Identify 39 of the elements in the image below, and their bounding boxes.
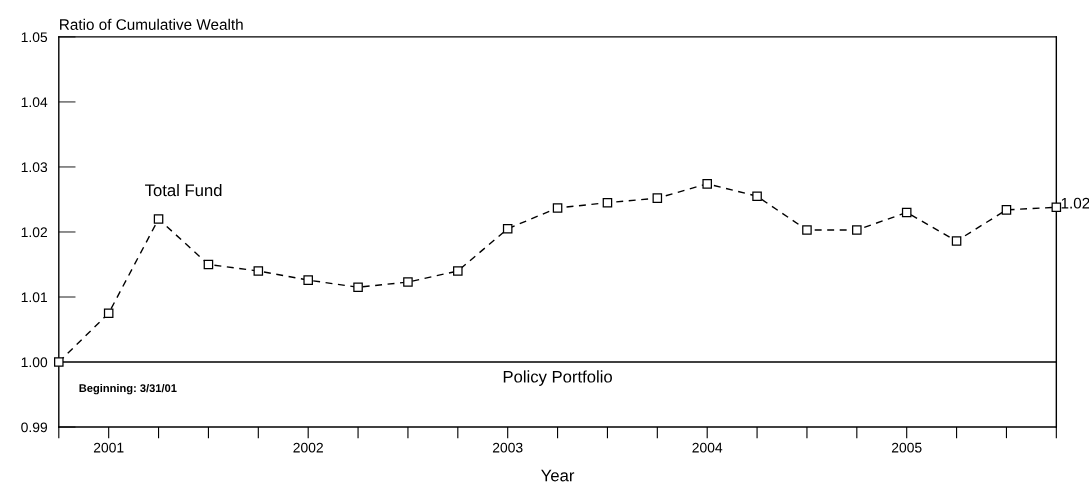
- y-tick-label: 1.04: [21, 97, 48, 108]
- y-tick-label: 1.01: [21, 292, 48, 303]
- point: [103, 308, 114, 319]
- point: [852, 225, 862, 235]
- point: [752, 191, 762, 202]
- point: [502, 223, 513, 234]
- point: [802, 225, 812, 235]
- point: [1051, 202, 1062, 213]
- point: [403, 277, 413, 287]
- point: [153, 214, 164, 224]
- point: [253, 266, 264, 276]
- point: [951, 236, 962, 246]
- x-tick-label: 2005: [891, 442, 922, 453]
- annotation: Beginning: 3/31/01: [79, 383, 177, 395]
- point: [702, 179, 712, 189]
- y-tick-label: 0.99: [21, 422, 48, 433]
- point: [203, 259, 214, 270]
- x-tick-label: 2004: [692, 442, 723, 453]
- y-axis-title: Ratio of Cumulative Wealth: [60, 18, 243, 30]
- x-tick-label: 2003: [492, 442, 523, 453]
- series-label: Total Fund: [145, 183, 222, 197]
- annotation: 1.02: [1061, 197, 1089, 209]
- point: [453, 266, 463, 276]
- y-tick-label: 1.05: [21, 32, 48, 43]
- point: [602, 197, 613, 208]
- point: [901, 207, 912, 218]
- y-tick-label: 1.03: [21, 162, 48, 173]
- x-tick-label: 2001: [93, 442, 124, 453]
- point: [353, 282, 363, 293]
- y-tick-label: 1.00: [21, 357, 48, 368]
- point: [652, 193, 663, 203]
- y-tick-label: 1.02: [21, 227, 47, 238]
- x-tick-label: 2002: [293, 442, 323, 453]
- ref-line-label: Policy Portfolio: [503, 370, 612, 386]
- point: [552, 203, 563, 213]
- point: [54, 357, 64, 367]
- point: [303, 275, 313, 285]
- x-axis-title: Year: [541, 469, 575, 482]
- point: [1001, 205, 1012, 215]
